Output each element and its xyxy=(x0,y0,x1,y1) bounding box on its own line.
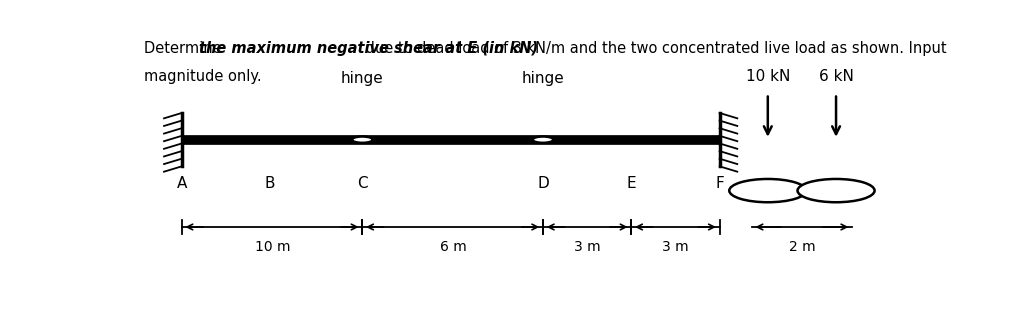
Text: 3 m: 3 m xyxy=(662,240,689,254)
Text: C: C xyxy=(357,176,368,191)
Text: E: E xyxy=(627,176,636,191)
Circle shape xyxy=(533,136,553,143)
Text: 10 m: 10 m xyxy=(255,240,290,254)
Text: 10 kN: 10 kN xyxy=(746,69,790,84)
Text: hinge: hinge xyxy=(341,71,383,86)
Text: 6 m: 6 m xyxy=(439,240,466,254)
Text: 2 m: 2 m xyxy=(788,240,815,254)
Text: F: F xyxy=(715,176,724,191)
Text: due to dead load of 3 kN/m and the two concentrated live load as shown. Input: due to dead load of 3 kN/m and the two c… xyxy=(362,42,947,56)
Circle shape xyxy=(729,179,806,202)
Circle shape xyxy=(352,136,373,143)
Text: B: B xyxy=(265,176,276,191)
Text: 6 kN: 6 kN xyxy=(818,69,854,84)
Text: D: D xyxy=(537,176,549,191)
Text: the maximum negative shear at E (in kN): the maximum negative shear at E (in kN) xyxy=(199,42,538,56)
Text: Determine: Determine xyxy=(144,42,226,56)
Circle shape xyxy=(798,179,874,202)
Text: hinge: hinge xyxy=(521,71,565,86)
Text: A: A xyxy=(176,176,186,191)
Text: 3 m: 3 m xyxy=(574,240,601,254)
Text: magnitude only.: magnitude only. xyxy=(144,69,261,84)
